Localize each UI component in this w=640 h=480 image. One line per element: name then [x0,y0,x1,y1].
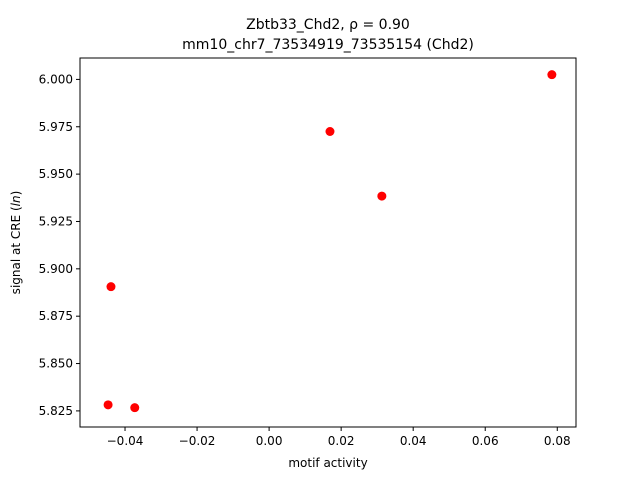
data-point [106,282,116,292]
data-point [547,70,557,80]
y-tick-label: 5.850 [39,357,73,371]
x-tick-label: 0.00 [256,434,283,448]
x-tick-label: 0.08 [544,434,571,448]
plot-frame [79,57,577,428]
chart-title-line2: mm10_chr7_73534919_73535154 (Chd2) [182,37,474,53]
y-tick-label: 5.925 [39,214,73,228]
x-tick-label: −0.02 [179,434,216,448]
x-tick-label: 0.02 [328,434,355,448]
x-tick-label: −0.04 [107,434,144,448]
x-axis-ticks: −0.04 −0.02 0.00 0.02 0.04 0.06 0.08 [107,427,571,448]
y-tick-label: 5.975 [39,120,73,134]
x-tick-label: 0.06 [472,434,499,448]
data-points [103,70,557,413]
x-axis-label: motif activity [288,456,367,470]
y-tick-label: 6.000 [39,72,73,86]
y-tick-label: 5.950 [39,167,73,181]
y-tick-label: 5.900 [39,262,73,276]
y-axis-label: signal at CRE (ln) [9,191,23,295]
y-axis-ticks: 5.825 5.850 5.875 5.900 5.925 5.950 5.975 6.000 [39,72,80,418]
y-tick-label: 5.825 [39,404,73,418]
data-point [377,191,387,201]
x-tick-label: 0.04 [400,434,427,448]
y-tick-label: 5.875 [39,309,73,323]
data-point [103,400,113,410]
data-point [130,403,140,413]
chart-title-line1: Zbtb33_Chd2, ρ = 0.90 [246,17,410,33]
data-point [325,126,335,136]
